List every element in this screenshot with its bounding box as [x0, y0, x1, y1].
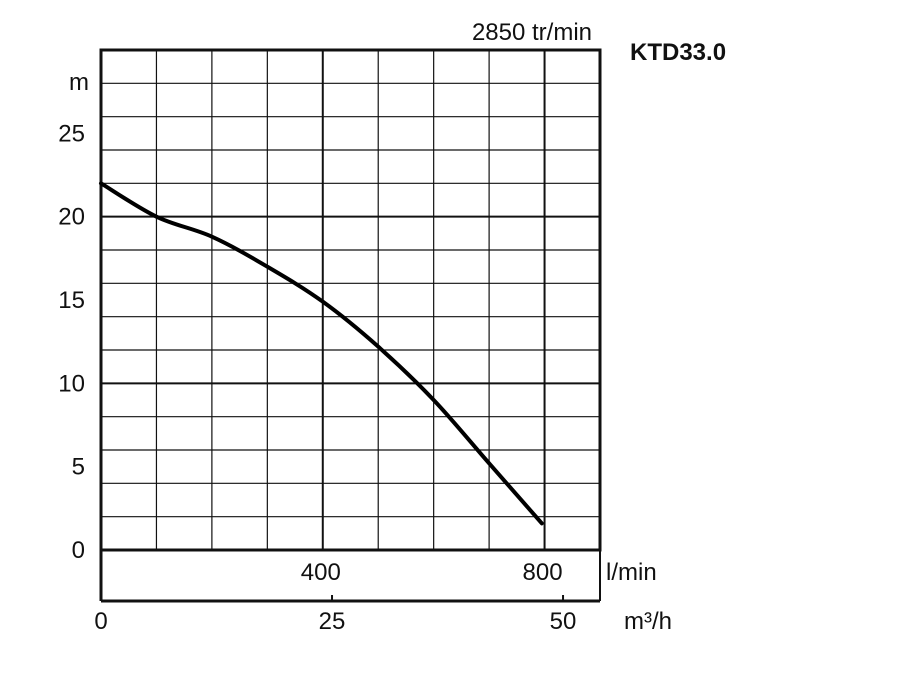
x-tick-label-m3h: 0: [94, 608, 107, 635]
x-tick-label-m3h: 25: [319, 608, 346, 635]
y-tick-label: 5: [72, 454, 85, 481]
x-axis-unit-m3h: m³/h: [624, 608, 672, 635]
y-tick-label: 15: [58, 287, 85, 314]
y-axis-label: m: [69, 69, 89, 96]
y-tick-label: 10: [58, 370, 85, 397]
x-tick-label-lmin: 800: [523, 559, 563, 586]
x-tick-label-m3h: 50: [550, 608, 577, 635]
y-tick-label: 25: [58, 120, 85, 147]
pump-curve-line: [99, 181, 544, 526]
x-tick-label-lmin: 400: [301, 559, 341, 586]
model-title: KTD33.0: [630, 39, 726, 66]
x-axis-unit-lmin: l/min: [606, 559, 657, 586]
plot-frame: [99, 48, 602, 552]
y-tick-label: 20: [58, 204, 85, 231]
y-tick-label: 0: [72, 537, 85, 564]
speed-label: 2850 tr/min: [472, 19, 592, 46]
